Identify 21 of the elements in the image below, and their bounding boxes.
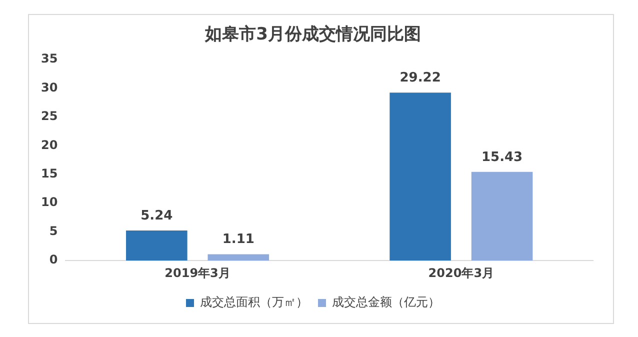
bar [471, 172, 533, 261]
data-label: 29.22 [400, 70, 441, 86]
chart-title: 如皋市3月份成交情况同比图 [204, 24, 421, 45]
y-tick-label: 15 [40, 166, 58, 180]
bar [126, 230, 188, 261]
bar [208, 254, 270, 261]
data-label: 15.43 [481, 150, 523, 165]
x-tick-label: 2019年3月 [164, 266, 230, 280]
y-tick-label: 20 [40, 138, 58, 152]
bar [390, 92, 451, 261]
y-tick-label: 10 [40, 195, 58, 210]
data-label: 5.24 [140, 208, 173, 224]
legend-label: 成交总面积（万㎡） [200, 295, 308, 310]
y-tick-label: 5 [49, 224, 58, 238]
y-tick-label: 0 [49, 252, 58, 267]
x-tick-label: 2020年3月 [428, 266, 494, 280]
y-tick-label: 35 [40, 52, 58, 66]
data-label: 1.11 [222, 232, 254, 248]
y-tick-label: 25 [40, 109, 58, 124]
y-tick-label: 30 [40, 80, 58, 94]
legend-label: 成交总金额（亿元） [332, 295, 440, 310]
